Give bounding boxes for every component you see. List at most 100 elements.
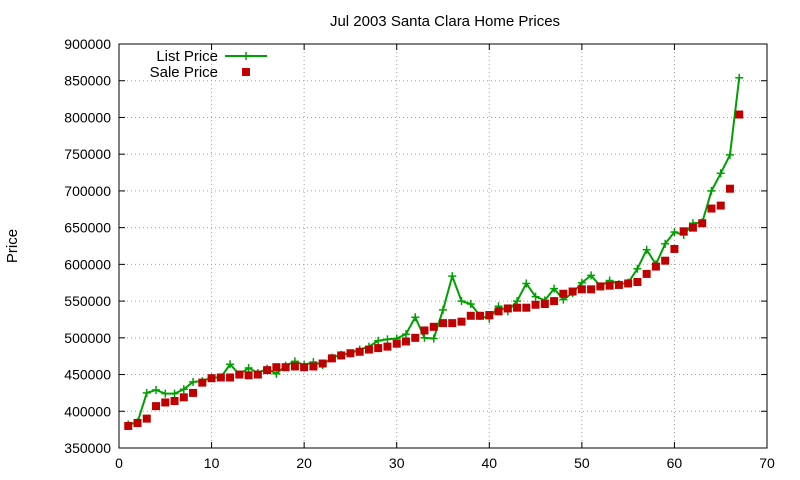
sale-price-point: [327, 354, 336, 363]
sale-price-point: [309, 362, 318, 371]
sale-price-point: [392, 339, 401, 348]
list-price-point: [226, 360, 235, 369]
series-sale-price: [124, 110, 744, 430]
legend-marker-sale-price: [242, 68, 250, 76]
list-price-point: [587, 271, 596, 280]
list-price-point: [531, 292, 540, 301]
sale-price-point: [485, 311, 494, 320]
sale-price-point: [374, 344, 383, 353]
x-tick-label: 60: [667, 455, 683, 471]
sale-price-point: [364, 345, 373, 354]
sale-price-point: [559, 289, 568, 298]
list-price-point: [244, 363, 253, 372]
sale-price-point: [189, 388, 198, 397]
y-tick-label: 600000: [64, 256, 111, 272]
list-price-line: [128, 77, 741, 426]
y-tick-label: 800000: [64, 109, 111, 125]
list-price-point: [383, 335, 392, 344]
sale-price-point: [596, 282, 605, 291]
sale-price-point: [476, 311, 485, 320]
legend-item-sale-price: Sale Price: [150, 64, 250, 81]
sale-price-point: [531, 300, 540, 309]
x-tick-label: 0: [115, 455, 123, 471]
sale-price-point: [457, 317, 466, 326]
sale-price-point: [420, 326, 429, 335]
legend-label-sale-price: Sale Price: [150, 64, 218, 81]
sale-price-point: [216, 373, 225, 382]
list-price-point: [457, 297, 466, 306]
sale-price-point: [198, 378, 207, 387]
sale-price-point: [244, 371, 253, 380]
series-layer: [124, 73, 744, 430]
sale-price-point: [466, 311, 475, 320]
y-tick-label: 850000: [64, 73, 111, 89]
plot-frame: [118, 43, 768, 449]
sale-price-point: [550, 297, 559, 306]
sale-price-point: [633, 277, 642, 286]
legend-item-list-price: List Price: [156, 48, 267, 65]
x-tick-label: 40: [481, 455, 497, 471]
sale-price-point: [337, 351, 346, 360]
sale-price-point: [707, 204, 716, 213]
list-price-point: [170, 389, 179, 398]
sale-price-point: [725, 184, 734, 193]
x-tick-label: 30: [389, 455, 405, 471]
sale-price-point: [346, 349, 355, 358]
list-price-point: [179, 385, 188, 394]
sale-price-point: [281, 363, 290, 372]
x-tick-label: 10: [204, 455, 220, 471]
sale-price-point: [290, 362, 299, 371]
list-price-point: [466, 300, 475, 309]
sale-price-point: [263, 366, 272, 375]
sale-price-point: [318, 359, 327, 368]
sale-price-point: [503, 304, 512, 313]
sale-price-point: [401, 337, 410, 346]
sale-price-point: [587, 285, 596, 294]
list-price-point: [448, 272, 457, 281]
legend-marker-list-price: [242, 52, 250, 60]
list-price-point: [152, 385, 161, 394]
sale-price-point: [698, 219, 707, 228]
y-tick-label: 650000: [64, 220, 111, 236]
sale-price-point: [226, 373, 235, 382]
sale-price-point: [161, 398, 170, 407]
sale-price-point: [614, 280, 623, 289]
sale-price-point: [355, 347, 364, 356]
x-tick-label: 50: [574, 455, 590, 471]
sale-price-point: [170, 396, 179, 405]
x-tick-labels: 0 10 20 30 40 50 60 70: [115, 455, 775, 471]
list-price-point: [735, 73, 744, 82]
sale-price-point: [179, 393, 188, 402]
sale-price-point: [513, 303, 522, 312]
chart-title: Jul 2003 Santa Clara Home Prices: [330, 13, 560, 30]
legend-label-list-price: List Price: [156, 48, 218, 65]
list-price-point: [670, 228, 679, 237]
sale-price-point: [494, 307, 503, 316]
sale-price-point: [207, 374, 216, 383]
y-tick-labels: 350000 400000 450000 500000 550000 600000 6500…: [64, 36, 111, 456]
sale-price-point: [448, 319, 457, 328]
sale-price-point: [152, 402, 161, 411]
sale-price-point: [300, 363, 309, 372]
y-tick-label: 350000: [64, 440, 111, 456]
sale-price-point: [642, 269, 651, 278]
list-price-point: [161, 389, 170, 398]
list-price-point: [633, 264, 642, 273]
sale-price-point: [124, 421, 133, 430]
sale-price-point: [540, 300, 549, 309]
y-tick-label: 400000: [64, 403, 111, 419]
list-price-point: [189, 377, 198, 386]
list-price-point: [401, 330, 410, 339]
list-price-point: [550, 284, 559, 293]
y-tick-label: 500000: [64, 330, 111, 346]
sale-price-point: [272, 363, 281, 372]
sale-price-point: [651, 262, 660, 271]
sale-price-point: [253, 370, 262, 379]
list-price-point: [661, 239, 670, 248]
sale-price-point: [439, 319, 447, 328]
y-tick-label: 900000: [64, 36, 111, 52]
sale-price-point: [679, 227, 688, 236]
sale-price-point: [716, 201, 725, 210]
